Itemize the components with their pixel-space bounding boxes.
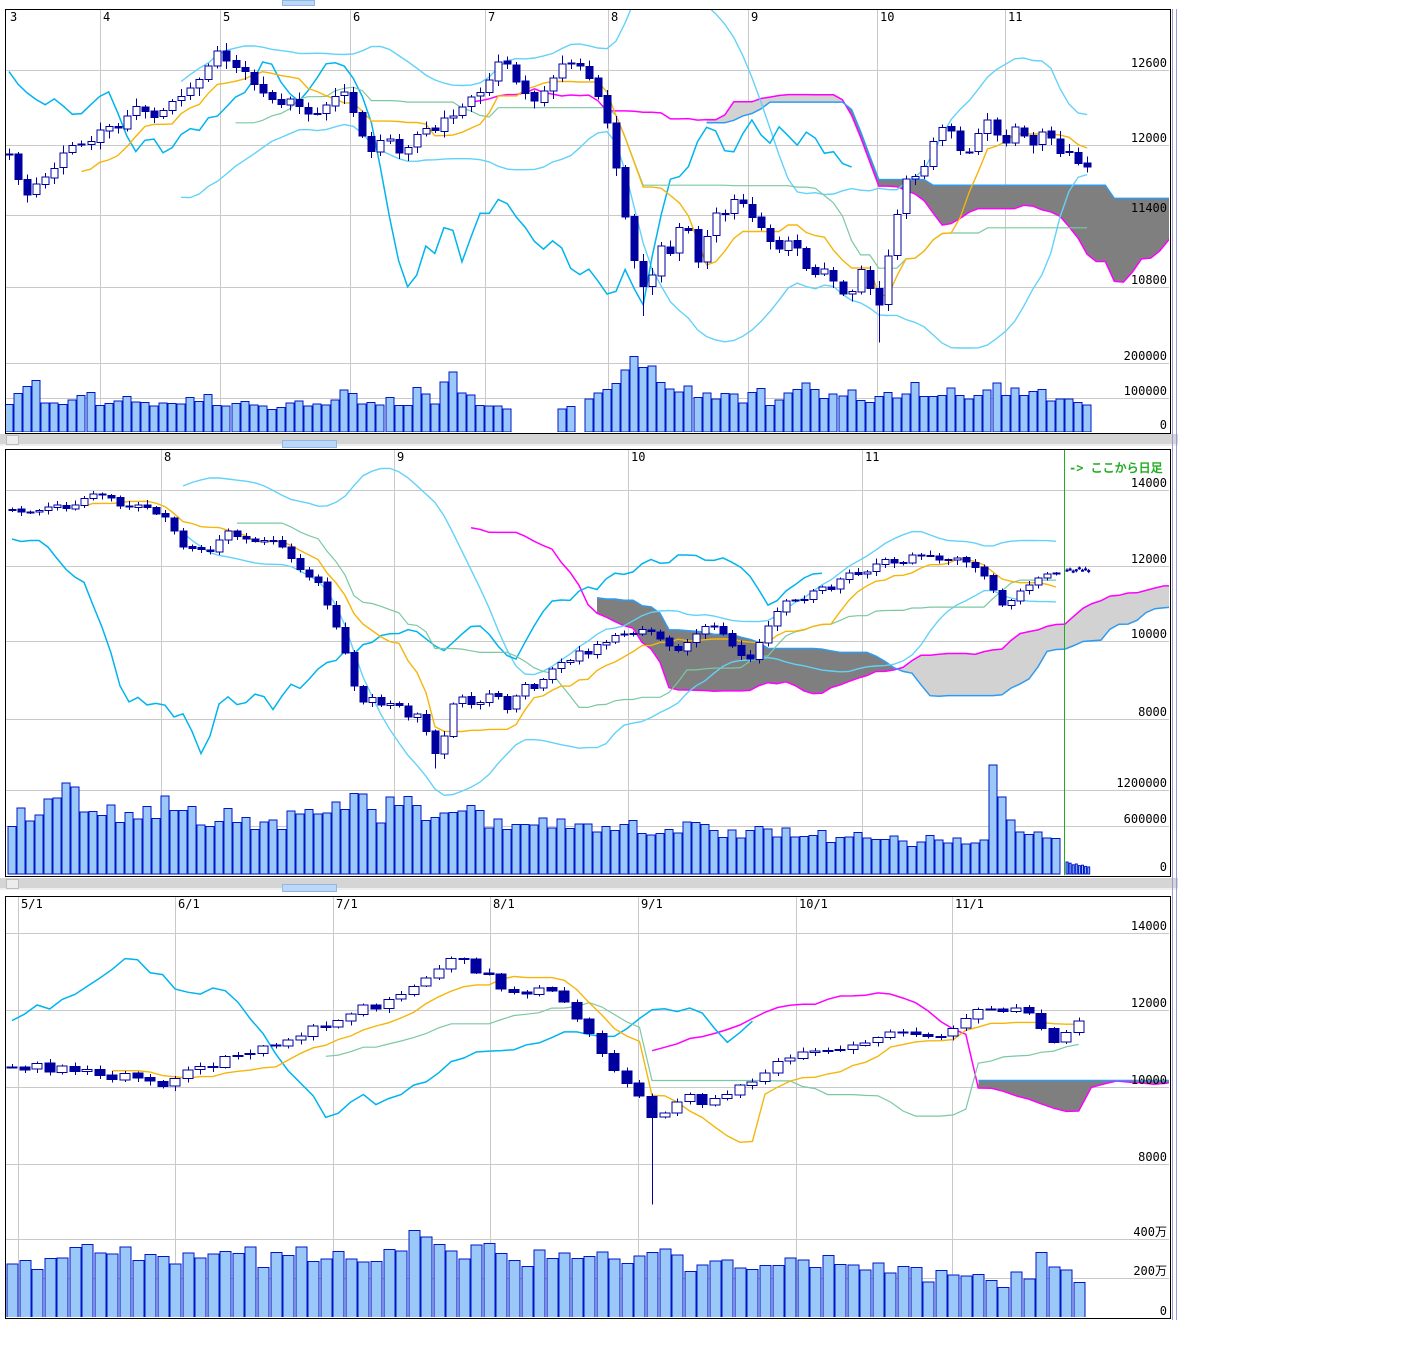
price-axis-label: 12600 [1130, 56, 1167, 70]
price-axis-label: 12000 [1130, 552, 1167, 566]
daily-bars-annotation: -> ここから日足 [1069, 461, 1163, 475]
volume-axis-label: 600000 [1123, 812, 1167, 826]
x-axis-label: 11 [1008, 10, 1023, 24]
x-axis-label: 7/1 [336, 897, 358, 911]
x-axis-label: 8/1 [493, 897, 515, 911]
volume-axis-label: 200000 [1123, 349, 1167, 363]
scroll-left-button-1[interactable] [6, 435, 19, 445]
lower-daily-chart[interactable] [6, 897, 1405, 1318]
volume-axis-label: 0 [1159, 1304, 1167, 1318]
window-tab-fragment-top [282, 0, 315, 6]
x-axis-label: 6/1 [178, 897, 200, 911]
x-axis-label: 10/1 [799, 897, 828, 911]
price-axis-label: 10800 [1130, 273, 1167, 287]
scrollbar-highlight-2 [0, 888, 1178, 890]
x-axis-label: 11/1 [955, 897, 984, 911]
scroll-left-button-2[interactable] [6, 879, 19, 889]
price-axis-label: 12000 [1130, 131, 1167, 145]
scrollbar-highlight-1 [0, 444, 1178, 446]
volume-axis-label: 200万 [1133, 1264, 1167, 1278]
price-axis-label: 14000 [1130, 476, 1167, 490]
price-axis-label: 8000 [1138, 1150, 1167, 1164]
upper-weekly-chart[interactable] [5, 0, 1323, 432]
x-axis-label: 9 [751, 10, 759, 24]
price-axis-label: 14000 [1130, 919, 1167, 933]
x-axis-label: 9 [397, 450, 405, 464]
volume-axis-label: 0 [1159, 860, 1167, 874]
x-axis-label: 6 [353, 10, 361, 24]
price-axis-label: 10000 [1130, 1073, 1167, 1087]
window-tab-fragment-middle [282, 440, 337, 448]
x-axis-label: 4 [103, 10, 111, 24]
window-tab-fragment-bottom [282, 884, 337, 892]
volume-axis-label: 1200000 [1116, 776, 1167, 790]
x-axis-label: 10 [880, 10, 895, 24]
price-axis-label: 11400 [1130, 201, 1167, 215]
middle-daily-chart[interactable] [6, 450, 1290, 875]
horizontal-scrollbar-2[interactable] [0, 878, 1178, 888]
x-axis-label: 3 [10, 10, 18, 24]
price-axis-label: 8000 [1138, 705, 1167, 719]
x-axis-label: 10 [631, 450, 646, 464]
volume-axis-label: 0 [1159, 418, 1167, 432]
window-border-line-outer [1172, 9, 1173, 1320]
price-axis-label: 10000 [1130, 627, 1167, 641]
horizontal-scrollbar-1[interactable] [0, 434, 1178, 444]
x-axis-label: 5/1 [21, 897, 43, 911]
x-axis-label: 5 [223, 10, 231, 24]
x-axis-label: 8 [611, 10, 619, 24]
window-border-line-inner [1176, 9, 1177, 1320]
x-axis-label: 8 [164, 450, 172, 464]
x-axis-label: 11 [865, 450, 880, 464]
volume-axis-label: 400万 [1133, 1225, 1167, 1239]
x-axis-label: 7 [488, 10, 496, 24]
x-axis-label: 9/1 [641, 897, 663, 911]
price-axis-label: 12000 [1130, 996, 1167, 1010]
volume-axis-label: 100000 [1123, 384, 1167, 398]
